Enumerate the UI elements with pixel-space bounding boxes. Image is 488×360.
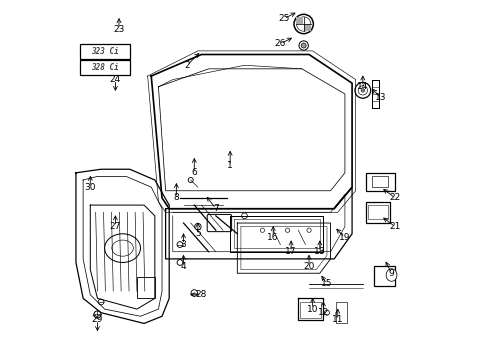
Text: 6: 6 xyxy=(191,168,197,177)
Circle shape xyxy=(241,213,247,219)
Circle shape xyxy=(335,309,346,320)
Circle shape xyxy=(194,224,201,230)
Text: 22: 22 xyxy=(389,193,400,202)
Text: 1: 1 xyxy=(227,161,233,170)
Bar xyxy=(296,17,303,24)
Bar xyxy=(300,302,320,318)
Circle shape xyxy=(360,89,364,92)
FancyBboxPatch shape xyxy=(207,215,231,231)
Text: 3: 3 xyxy=(180,240,186,249)
Circle shape xyxy=(354,82,370,98)
Bar xyxy=(304,24,310,31)
Text: 12: 12 xyxy=(317,308,328,317)
Circle shape xyxy=(177,260,183,265)
Text: 18: 18 xyxy=(313,247,325,256)
Bar xyxy=(137,277,155,298)
Bar xyxy=(80,60,129,75)
Circle shape xyxy=(357,86,367,95)
Text: 28: 28 xyxy=(195,290,207,299)
Bar xyxy=(80,44,129,59)
Text: 27: 27 xyxy=(109,222,121,231)
Text: 11: 11 xyxy=(331,315,343,324)
Circle shape xyxy=(298,41,308,50)
Text: 2: 2 xyxy=(184,61,189,70)
Circle shape xyxy=(98,299,104,305)
Circle shape xyxy=(296,17,310,31)
Text: 5: 5 xyxy=(195,229,201,238)
Ellipse shape xyxy=(386,269,396,281)
Circle shape xyxy=(293,14,313,34)
Circle shape xyxy=(191,290,197,296)
Ellipse shape xyxy=(112,240,133,256)
Text: 29: 29 xyxy=(92,315,103,324)
Text: 4: 4 xyxy=(181,262,186,271)
Bar xyxy=(366,173,394,191)
Text: 17: 17 xyxy=(285,247,296,256)
Circle shape xyxy=(177,242,183,247)
Circle shape xyxy=(188,177,193,183)
Text: 13: 13 xyxy=(374,93,386,102)
Circle shape xyxy=(94,311,101,318)
Bar xyxy=(371,176,387,187)
Circle shape xyxy=(324,310,329,315)
Text: 7: 7 xyxy=(212,204,218,213)
Text: 21: 21 xyxy=(388,222,400,231)
Text: 16: 16 xyxy=(267,233,278,242)
Text: 14: 14 xyxy=(356,82,368,91)
Text: 20: 20 xyxy=(303,262,314,271)
Bar xyxy=(335,302,346,323)
Text: 10: 10 xyxy=(306,305,318,314)
Bar xyxy=(366,202,389,223)
Bar xyxy=(367,205,387,220)
Circle shape xyxy=(285,228,289,232)
Text: 8: 8 xyxy=(173,193,179,202)
Text: 19: 19 xyxy=(339,233,350,242)
Text: 23: 23 xyxy=(113,25,124,34)
Circle shape xyxy=(260,228,264,232)
Text: 15: 15 xyxy=(321,279,332,288)
Text: 25: 25 xyxy=(278,14,289,23)
Text: 328 Ci: 328 Ci xyxy=(91,63,118,72)
Text: 9: 9 xyxy=(388,269,394,278)
Text: 323 Ci: 323 Ci xyxy=(91,47,118,56)
Bar xyxy=(373,266,394,286)
Ellipse shape xyxy=(104,234,140,262)
Text: 30: 30 xyxy=(84,183,96,192)
Text: 24: 24 xyxy=(109,75,121,84)
Circle shape xyxy=(306,228,310,232)
Circle shape xyxy=(301,43,305,48)
Text: 26: 26 xyxy=(274,39,285,48)
